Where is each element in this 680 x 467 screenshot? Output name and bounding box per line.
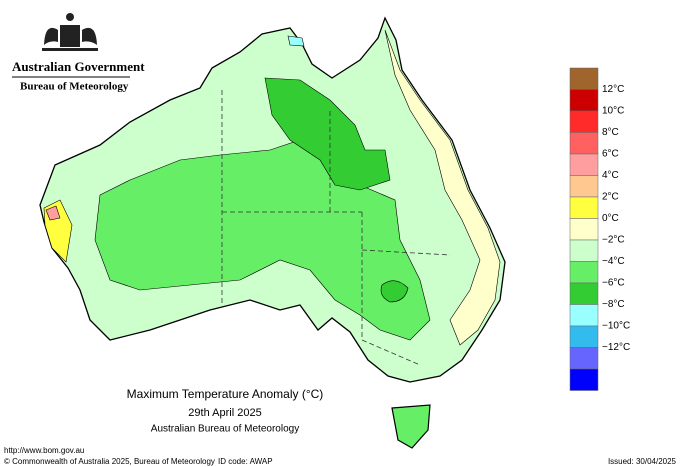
legend-label: 6°C bbox=[602, 149, 619, 160]
legend-label: 8°C bbox=[602, 127, 619, 138]
warm-coast bbox=[384, 29, 501, 346]
legend-swatch bbox=[569, 67, 599, 90]
map-date: 29th April 2025 bbox=[188, 407, 261, 419]
legend-swatch bbox=[569, 132, 599, 155]
legend-swatch bbox=[569, 196, 599, 219]
scroll bbox=[42, 48, 98, 51]
legend-swatch bbox=[569, 304, 599, 327]
kangaroo bbox=[44, 27, 58, 45]
cool-region bbox=[94, 139, 431, 341]
legend-swatch bbox=[569, 347, 599, 370]
legend-swatch bbox=[569, 239, 599, 262]
state-borders bbox=[221, 90, 451, 366]
footer-copyright: © Commonwealth of Australia 2025, Bureau… bbox=[4, 457, 215, 466]
footer-id: ID code: AWAP bbox=[218, 457, 273, 466]
legend: 12°C 10°C 8°C 6°C 4°C 2°C 0°C −2°C −4°C −6°C −8°C −… bbox=[569, 67, 630, 391]
legend-label: 2°C bbox=[602, 192, 619, 203]
legend-label: 0°C bbox=[602, 213, 619, 224]
cooler-region bbox=[264, 77, 391, 191]
crest bbox=[42, 13, 98, 51]
footer-issued: Issued: 30/04/2025 bbox=[608, 457, 677, 466]
legend-swatch bbox=[569, 368, 599, 391]
legend-swatch bbox=[569, 89, 599, 112]
cold-spot bbox=[287, 35, 305, 47]
legend-swatch bbox=[569, 218, 599, 241]
legend-swatch bbox=[569, 261, 599, 284]
hot-spot bbox=[45, 205, 61, 221]
cooler-patch bbox=[380, 280, 409, 303]
legend-label: 12°C bbox=[602, 84, 624, 95]
legend-label: −6°C bbox=[602, 278, 625, 289]
legend-swatch bbox=[569, 110, 599, 133]
legend-label: 4°C bbox=[602, 170, 619, 181]
footer-url: http://www.bom.gov.au bbox=[4, 446, 84, 455]
star bbox=[66, 13, 74, 21]
legend-label: −10°C bbox=[602, 321, 630, 332]
government-name: Australian Government bbox=[12, 59, 145, 74]
tasmania bbox=[391, 404, 431, 449]
legend-swatch bbox=[569, 175, 599, 198]
legend-label: 10°C bbox=[602, 106, 624, 117]
legend-label: −8°C bbox=[602, 299, 625, 310]
legend-label: −12°C bbox=[602, 342, 630, 353]
legend-swatch bbox=[569, 325, 599, 348]
agency-name: Bureau of Meteorology bbox=[20, 81, 129, 93]
map-source: Australian Bureau of Meteorology bbox=[151, 424, 299, 435]
legend-swatch bbox=[569, 153, 599, 176]
shield bbox=[60, 25, 80, 47]
map-title: Maximum Temperature Anomaly (°C) bbox=[127, 387, 324, 401]
emu bbox=[82, 27, 97, 45]
legend-label: −2°C bbox=[602, 235, 625, 246]
legend-label: −4°C bbox=[602, 256, 625, 267]
legend-swatch bbox=[569, 282, 599, 305]
